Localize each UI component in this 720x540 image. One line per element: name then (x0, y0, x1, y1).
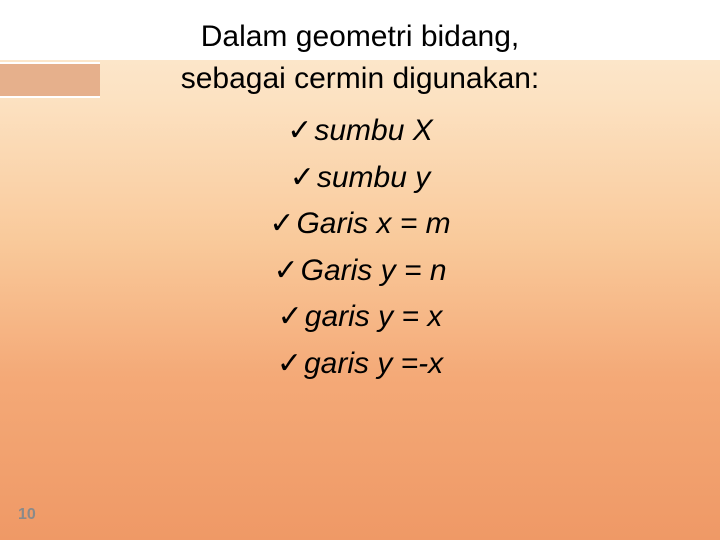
list-item-label: sumbu y (317, 161, 430, 194)
list-item-label: garis y = x (305, 300, 443, 333)
list-item: ✓sumbu X (0, 108, 720, 155)
list-item-label: sumbu X (314, 114, 432, 147)
title-line-1: Dalam geometri bidang, (0, 20, 720, 54)
list-item: ✓garis y =-x (0, 341, 720, 388)
page-number: 10 (18, 506, 36, 524)
title-line-2: sebagai cermin digunakan: (0, 62, 720, 96)
list-item: ✓Garis y = n (0, 248, 720, 295)
check-icon: ✓ (290, 161, 315, 194)
list-item: ✓garis y = x (0, 294, 720, 341)
check-icon: ✓ (269, 207, 294, 240)
list-item-label: Garis x = m (296, 207, 450, 240)
slide: Dalam geometri bidang, sebagai cermin di… (0, 0, 720, 540)
check-icon: ✓ (278, 300, 303, 333)
list-item-label: Garis y = n (301, 254, 447, 287)
list-item: ✓Garis x = m (0, 201, 720, 248)
list-item-label: garis y =-x (304, 347, 443, 380)
check-icon: ✓ (287, 114, 312, 147)
check-icon: ✓ (273, 254, 298, 287)
list-item: ✓sumbu y (0, 155, 720, 202)
check-icon: ✓ (277, 347, 302, 380)
bullet-list: ✓sumbu X ✓sumbu y ✓Garis x = m ✓Garis y … (0, 108, 720, 387)
